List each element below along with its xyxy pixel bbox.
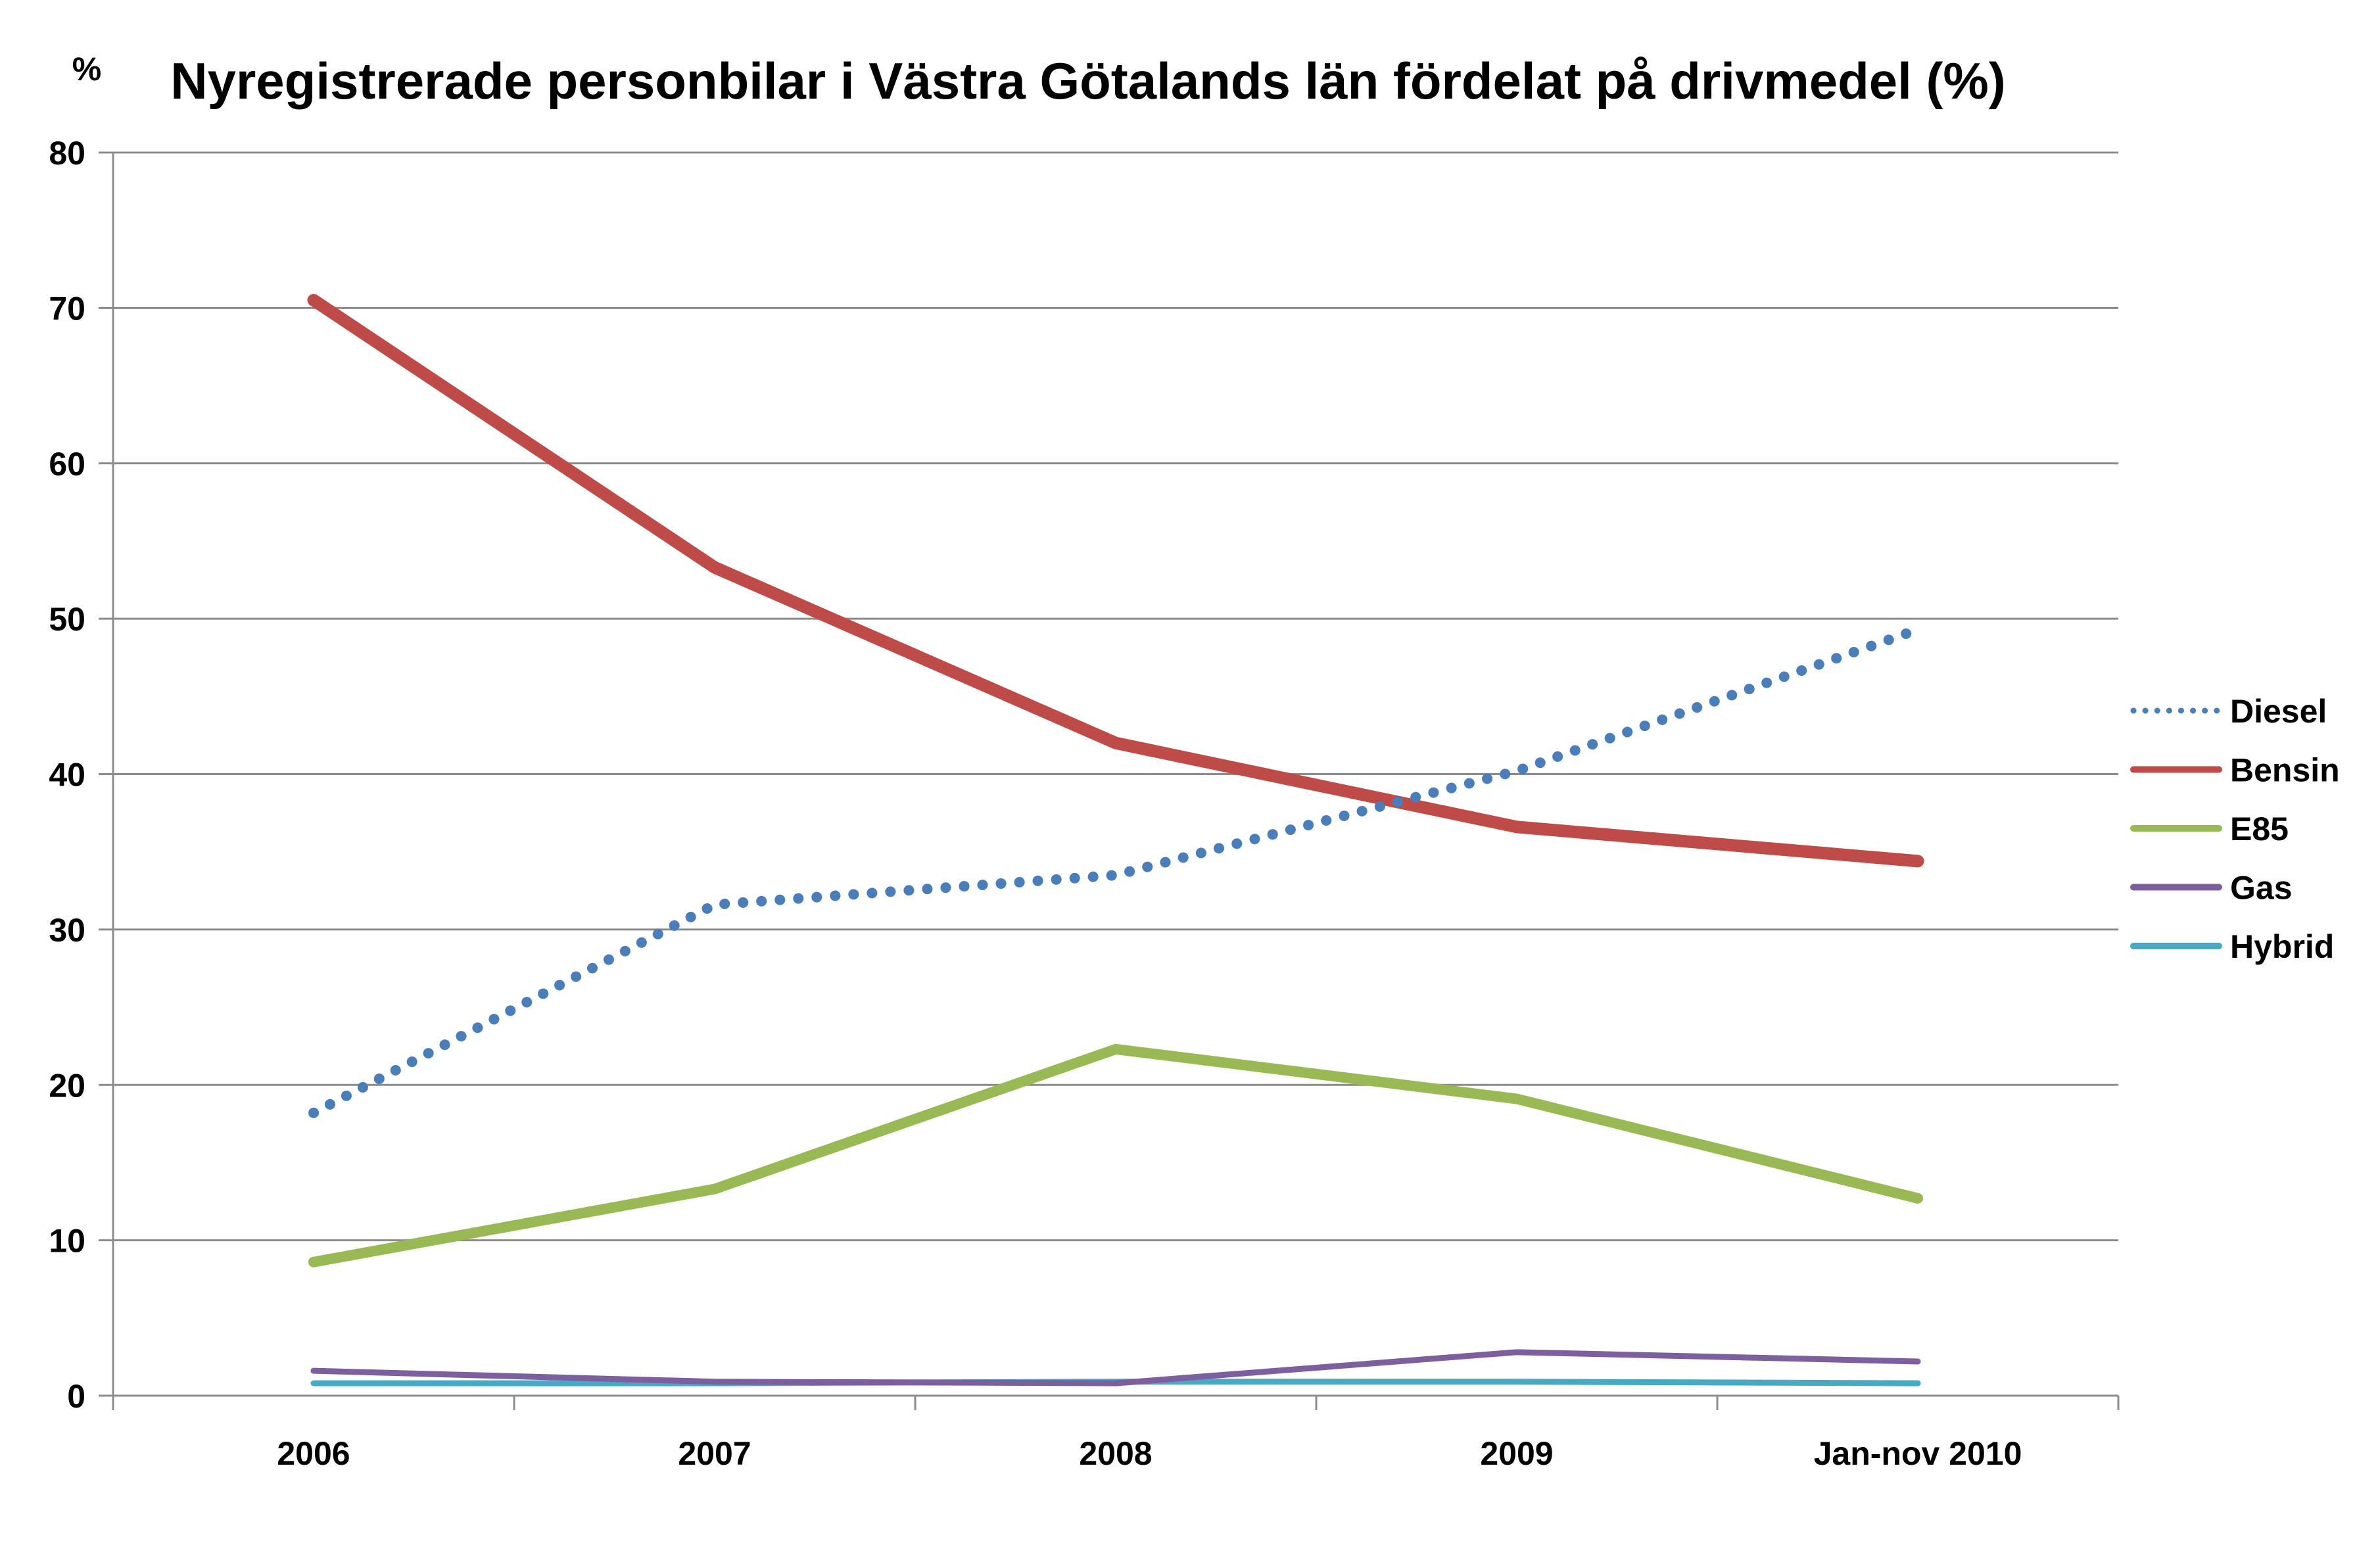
y-tick-label: 40 [49,757,85,793]
legend-label-hybrid: Hybrid [2230,928,2334,965]
chart-title: Nyregistrerade personbilar i Västra Göta… [170,52,2006,110]
x-tick-label: 2007 [678,1435,751,1472]
series-lines [307,294,1924,1386]
gridlines [113,151,2118,1242]
x-tick-label: 2006 [277,1435,350,1472]
series-line-e85 [308,1043,1923,1267]
y-tick-label: 10 [49,1223,85,1260]
y-tick-label: 60 [49,446,85,483]
x-tick-label: Jan-nov 2010 [1814,1435,2022,1472]
x-tick-label: 2008 [1079,1435,1152,1472]
series-line-diesel [308,624,1923,1118]
y-tick-label: 20 [49,1067,85,1104]
x-tick-label: 2009 [1480,1435,1553,1472]
y-tick-label: 30 [49,912,85,949]
legend-label-gas: Gas [2230,870,2293,907]
legend-label-e85: E85 [2230,811,2289,847]
series-line-bensin [307,294,1924,868]
legend-label-bensin: Bensin [2230,752,2340,789]
legend: Diesel Bensin E85 Gas Hybrid [2130,693,2340,965]
series-line-gas [310,1349,1921,1386]
axes: 0 10 20 30 40 50 60 70 80 2006 2007 2008 2009 Jan-nov… [49,135,2120,1472]
legend-label-diesel: Diesel [2230,693,2327,730]
y-axis-unit-label: % [72,51,101,87]
y-tick-label: 50 [49,601,85,638]
y-tick-label: 0 [67,1378,85,1415]
y-tick-label: 70 [49,290,85,327]
y-tick-label: 80 [49,135,85,172]
